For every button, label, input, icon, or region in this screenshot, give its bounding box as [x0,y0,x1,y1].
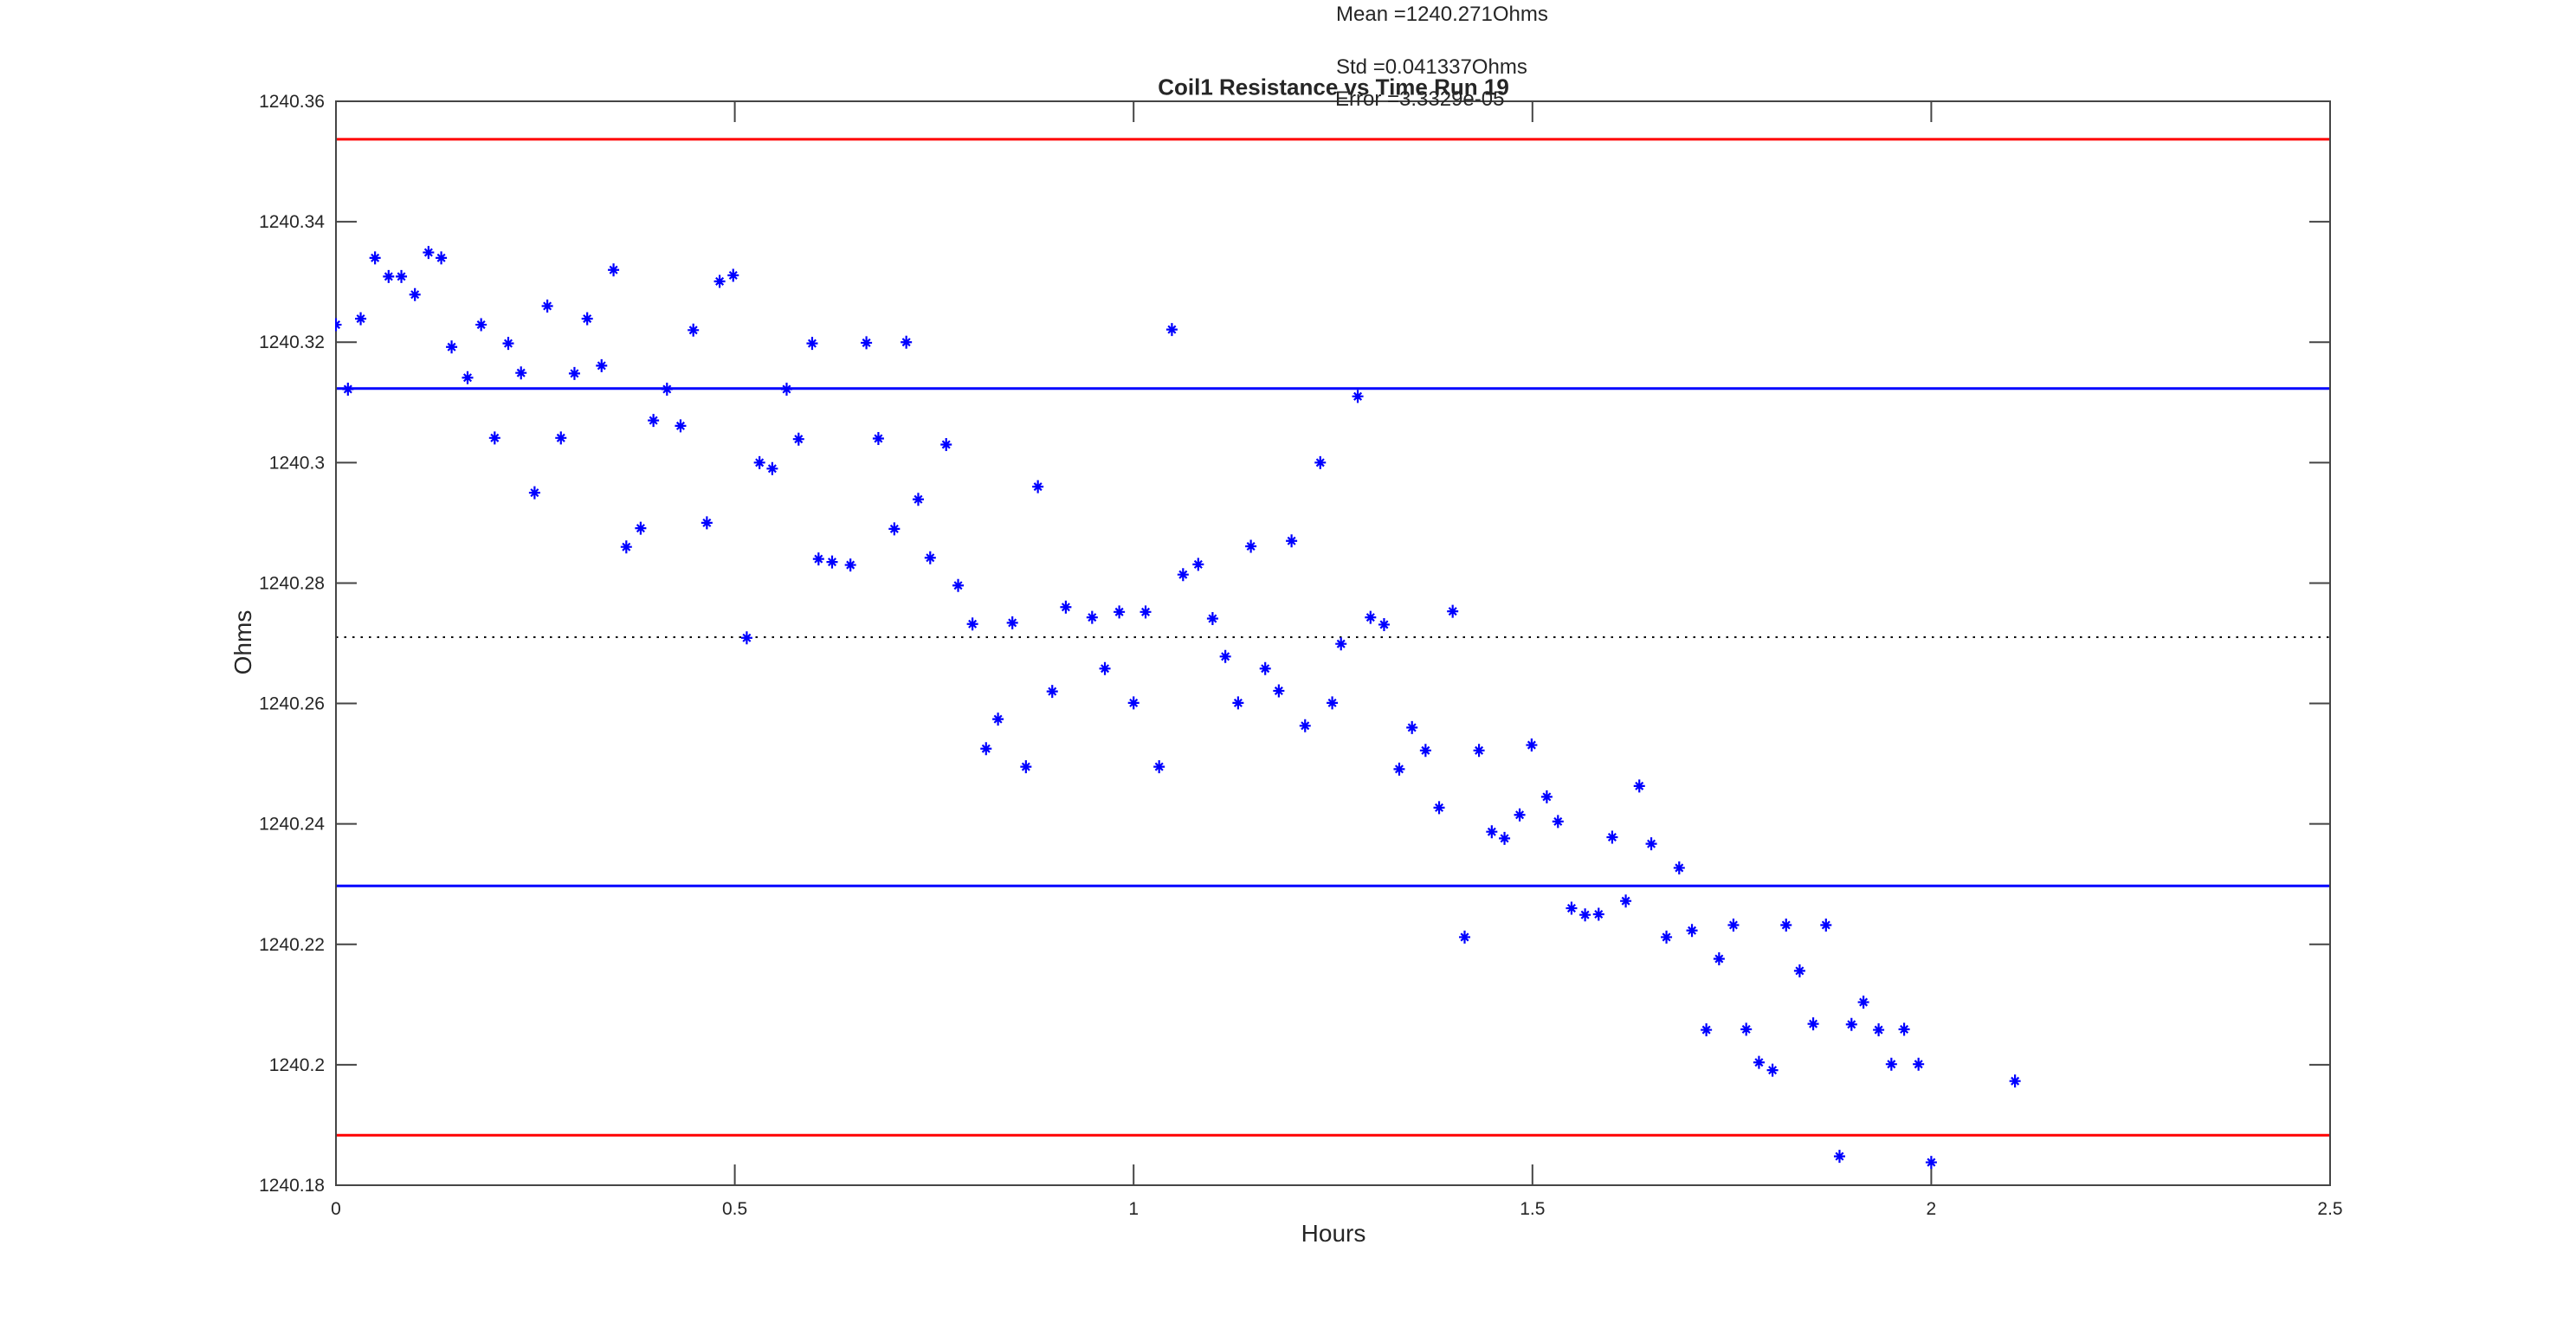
x-tick-label: 1.5 [1520,1199,1545,1219]
y-tick-label: 1240.24 [259,815,325,835]
y-tick-label: 1240.22 [259,935,325,955]
x-tick-label: 2 [1927,1199,1937,1219]
mean-annotation: Mean =1240.271Ohms [1336,3,1548,26]
y-tick-label: 1240.36 [259,92,325,112]
y-tick-label: 1240.32 [259,332,325,352]
error-annotation: Error =3.3329e-05 [1335,87,1505,111]
y-tick-label: 1240.3 [269,453,325,473]
x-tick-label: 0 [331,1199,341,1219]
chart-title: Coil1 Resistance vs Time Run 19 [1158,74,1509,100]
y-tick-label: 1240.18 [259,1176,325,1196]
y-tick-label: 1240.2 [269,1055,325,1075]
x-axis-label: Hours [1301,1220,1366,1247]
y-tick-label: 1240.34 [259,212,325,232]
axes-box [335,100,2331,1186]
y-tick-label: 1240.26 [259,694,325,714]
x-tick-label: 0.5 [722,1199,747,1219]
data-points [335,246,2021,1170]
x-tick-label: 2.5 [2317,1199,2342,1219]
std-annotation: Std =0.041337Ohms [1336,55,1527,79]
y-tick-label: 1240.28 [259,573,325,593]
x-tick-label: 1 [1128,1199,1139,1219]
y-axis-label: Ohms [229,609,256,675]
